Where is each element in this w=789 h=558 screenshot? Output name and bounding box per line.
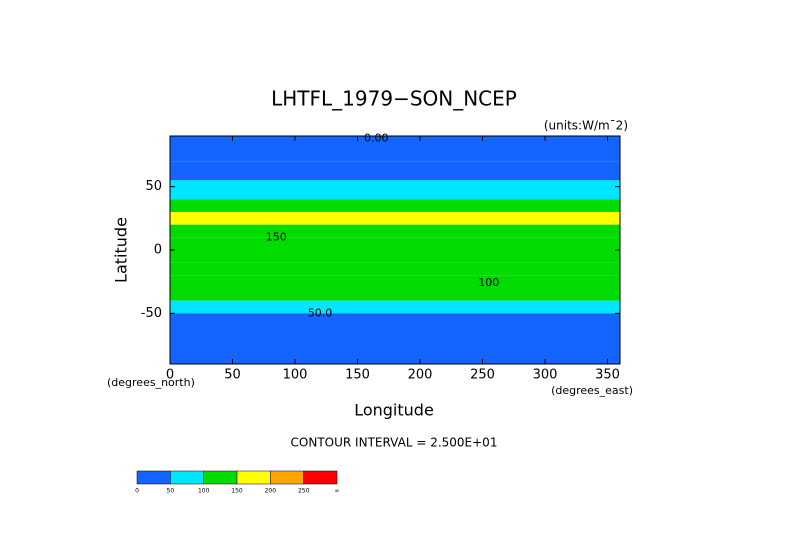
contour-label: 50.0 [308, 306, 333, 319]
x-axis-label: Longitude [354, 401, 434, 420]
contour-label: 100 [478, 276, 499, 289]
field-band [170, 180, 620, 200]
y-tick-label: -50 [141, 306, 162, 321]
x-tick-label: 300 [533, 368, 558, 383]
contour-label: 0.00 [364, 132, 389, 145]
colorbar-label: 50 [167, 488, 175, 495]
x-tick-label: 50 [224, 368, 241, 383]
x-tick-label: 0 [166, 368, 174, 383]
x-tick-label: 100 [283, 368, 308, 383]
field-band [170, 250, 620, 263]
colorbar-label: 100 [198, 488, 210, 495]
y-tick-label: 50 [145, 179, 162, 194]
field-band [170, 300, 620, 314]
field-band [170, 275, 620, 288]
contour-interval: CONTOUR INTERVAL = 2.500E+01 [291, 436, 498, 450]
colorbar-box [136, 470, 171, 485]
colorbar-label: 0 [135, 488, 139, 495]
colorbar-box [270, 470, 304, 485]
field-band [170, 237, 620, 250]
colorbar-box [203, 470, 238, 485]
colorbar-label: 200 [265, 488, 277, 495]
field-band [170, 136, 620, 162]
field-band [170, 199, 620, 212]
field-band [170, 313, 620, 326]
colorbar-label: ∞ [335, 488, 340, 495]
field-band [170, 161, 620, 181]
colorbar-box [170, 470, 204, 485]
x-tick-label: 250 [470, 368, 495, 383]
colorbar-box [303, 470, 338, 485]
colorbar-box [236, 470, 271, 485]
field-band [170, 288, 620, 301]
x-unit-label: (degrees_east) [551, 384, 633, 397]
contour-label: 150 [266, 230, 287, 243]
colorbar-label: 250 [298, 488, 310, 495]
x-tick-label: 350 [595, 368, 620, 383]
y-tick-label: 0 [154, 243, 162, 258]
field-band [170, 212, 620, 225]
y-unit-label: (degrees_north) [107, 376, 195, 389]
field-band [170, 262, 620, 276]
units-label: (units:W/m¯2) [544, 119, 628, 133]
x-tick-label: 200 [408, 368, 433, 383]
chart-title: LHTFL_1979−SON_NCEP [271, 87, 517, 111]
colorbar-label: 150 [231, 488, 243, 495]
field-band [170, 224, 620, 238]
x-tick-label: 150 [345, 368, 370, 383]
y-axis-label: Latitude [112, 217, 131, 283]
field-band [170, 326, 620, 364]
